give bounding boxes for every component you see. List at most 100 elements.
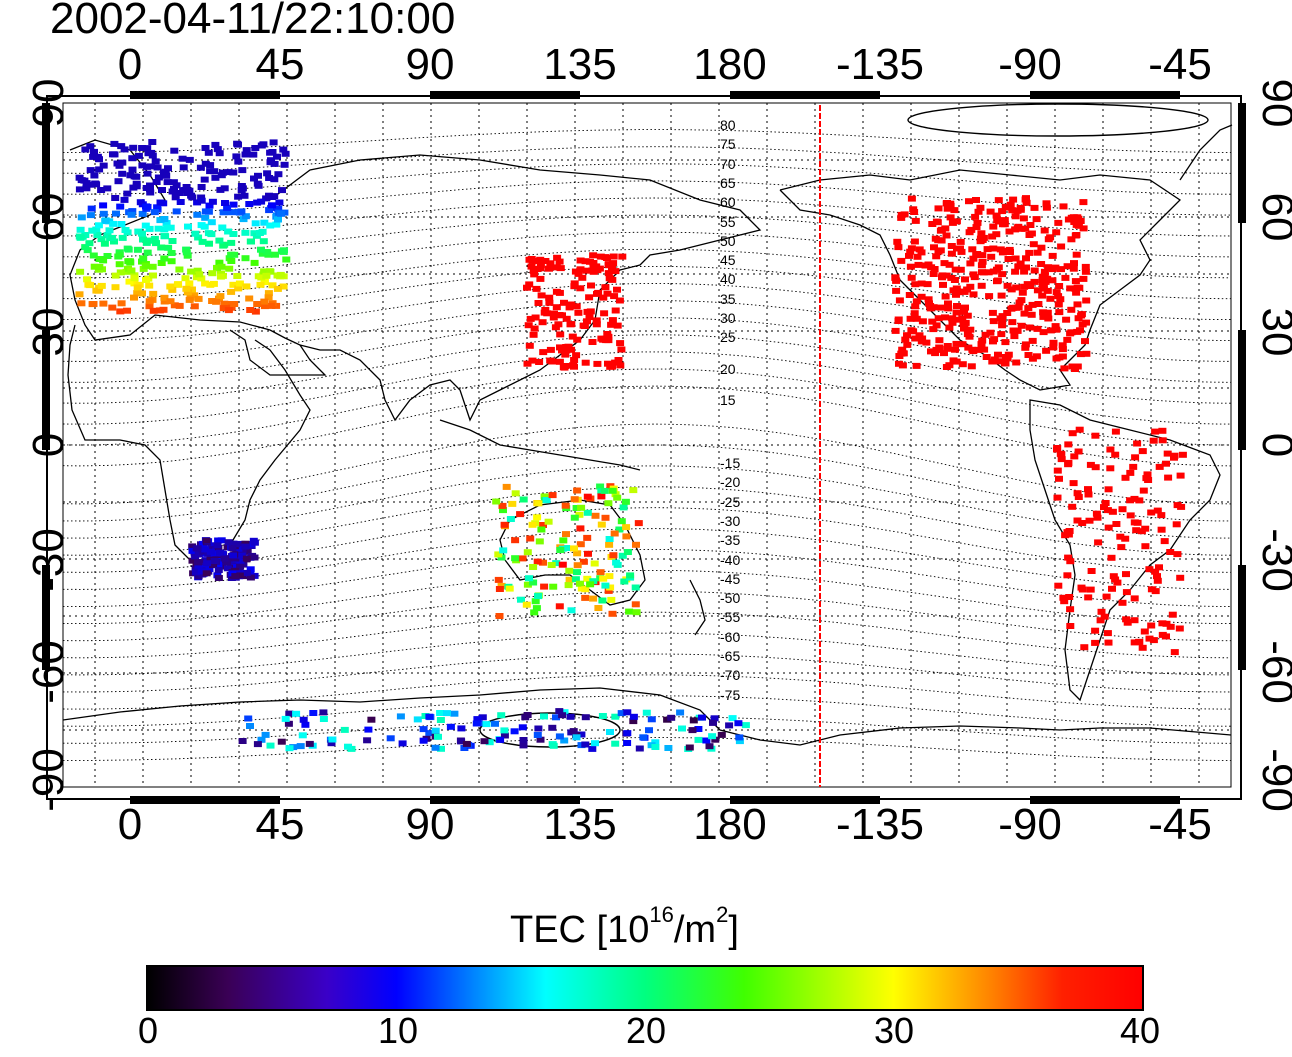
- tec-station: [148, 139, 157, 145]
- tec-station: [128, 208, 137, 215]
- tec-station: [943, 200, 951, 206]
- tec-station: [536, 262, 545, 269]
- tec-station: [523, 284, 531, 291]
- tec-station: [601, 582, 610, 589]
- tec-station: [985, 293, 994, 300]
- tec-station: [279, 146, 288, 153]
- tec-station: [197, 568, 206, 575]
- tec-station: [612, 559, 621, 566]
- tec-station: [645, 727, 653, 734]
- tec-station: [138, 290, 146, 297]
- tec-station: [892, 287, 901, 294]
- tec-station: [1059, 203, 1068, 210]
- tec-station: [82, 185, 91, 192]
- tec-station: [108, 234, 117, 241]
- tec-station: [570, 545, 578, 552]
- tec-station: [188, 194, 197, 201]
- tec-station: [215, 150, 224, 157]
- tec-station: [76, 234, 85, 241]
- tec-station: [168, 238, 177, 244]
- tec-station: [268, 202, 276, 209]
- tec-station: [138, 145, 147, 151]
- tec-station: [492, 498, 501, 505]
- tec-station: [1084, 491, 1093, 498]
- tec-station: [556, 331, 565, 338]
- tec-station: [591, 512, 600, 519]
- tec-station: [245, 201, 254, 207]
- tec-station: [929, 271, 938, 277]
- tec-station: [1103, 630, 1112, 637]
- tec-station: [996, 315, 1005, 322]
- tec-station: [117, 143, 126, 150]
- tec-station: [210, 168, 219, 175]
- tec-station: [143, 170, 152, 177]
- tec-station: [523, 549, 532, 556]
- tec-station: [980, 346, 989, 353]
- tec-station: [629, 718, 638, 725]
- tec-station: [611, 491, 620, 498]
- tec-station: [178, 155, 187, 162]
- tec-station: [581, 258, 590, 265]
- tec-station: [258, 250, 267, 257]
- tec-station: [1107, 554, 1116, 561]
- tec-station: [1034, 301, 1043, 307]
- tec-station: [541, 258, 550, 264]
- tec-station: [1138, 644, 1147, 651]
- tec-station: [561, 502, 570, 509]
- tec-station: [1111, 576, 1120, 583]
- tec-station: [615, 297, 624, 304]
- tec-station: [1012, 359, 1021, 366]
- tec-station: [109, 151, 117, 158]
- tec-station: [253, 199, 262, 206]
- tec-station: [1032, 216, 1041, 223]
- tec-station: [528, 357, 537, 364]
- tec-station: [272, 221, 281, 228]
- tec-station: [110, 140, 119, 147]
- top-lon-tick: 45: [255, 40, 305, 89]
- tec-station: [175, 302, 184, 309]
- tec-station: [154, 174, 163, 181]
- tec-station: [581, 714, 590, 721]
- tec-station: [1147, 622, 1156, 629]
- tec-station: [1044, 236, 1053, 243]
- tec-station: [160, 255, 169, 262]
- tec-station: [309, 710, 318, 716]
- tec-station: [149, 307, 158, 314]
- tec-station: [590, 560, 599, 567]
- tec-station: [960, 325, 968, 332]
- tec-station: [689, 717, 698, 724]
- tec-station: [220, 555, 229, 562]
- tec-station: [555, 289, 564, 296]
- tec-station: [1111, 428, 1120, 435]
- tec-station: [592, 321, 601, 328]
- tec-station: [610, 293, 619, 300]
- tec-station: [536, 265, 545, 272]
- tec-station: [573, 562, 582, 569]
- tec-station: [472, 720, 481, 727]
- tec-station: [1104, 639, 1113, 646]
- tec-station: [951, 266, 960, 273]
- tec-station: [923, 281, 932, 288]
- tec-station: [141, 262, 150, 269]
- tec-station: [1060, 598, 1069, 605]
- tec-station: [956, 245, 964, 252]
- right-lat-tick: -90: [1253, 748, 1292, 812]
- tec-station: [554, 321, 563, 328]
- tec-station: [604, 587, 613, 594]
- tec-station: [543, 310, 552, 317]
- colorbar-tick: 20: [625, 1010, 667, 1051]
- magnetic-latitude-line: [62, 146, 1232, 174]
- tec-station: [161, 233, 170, 240]
- tec-station: [497, 582, 506, 589]
- tec-station: [576, 257, 585, 264]
- tec-station: [570, 363, 578, 370]
- tec-station: [1118, 506, 1127, 513]
- tec-station: [570, 514, 579, 521]
- tec-station: [570, 496, 579, 503]
- tec-station: [549, 742, 558, 749]
- magnetic-latitude-line: [62, 486, 1232, 556]
- tec-station: [1141, 543, 1150, 550]
- tec-station: [912, 298, 921, 305]
- tec-station: [246, 574, 255, 581]
- tec-station: [1005, 246, 1014, 253]
